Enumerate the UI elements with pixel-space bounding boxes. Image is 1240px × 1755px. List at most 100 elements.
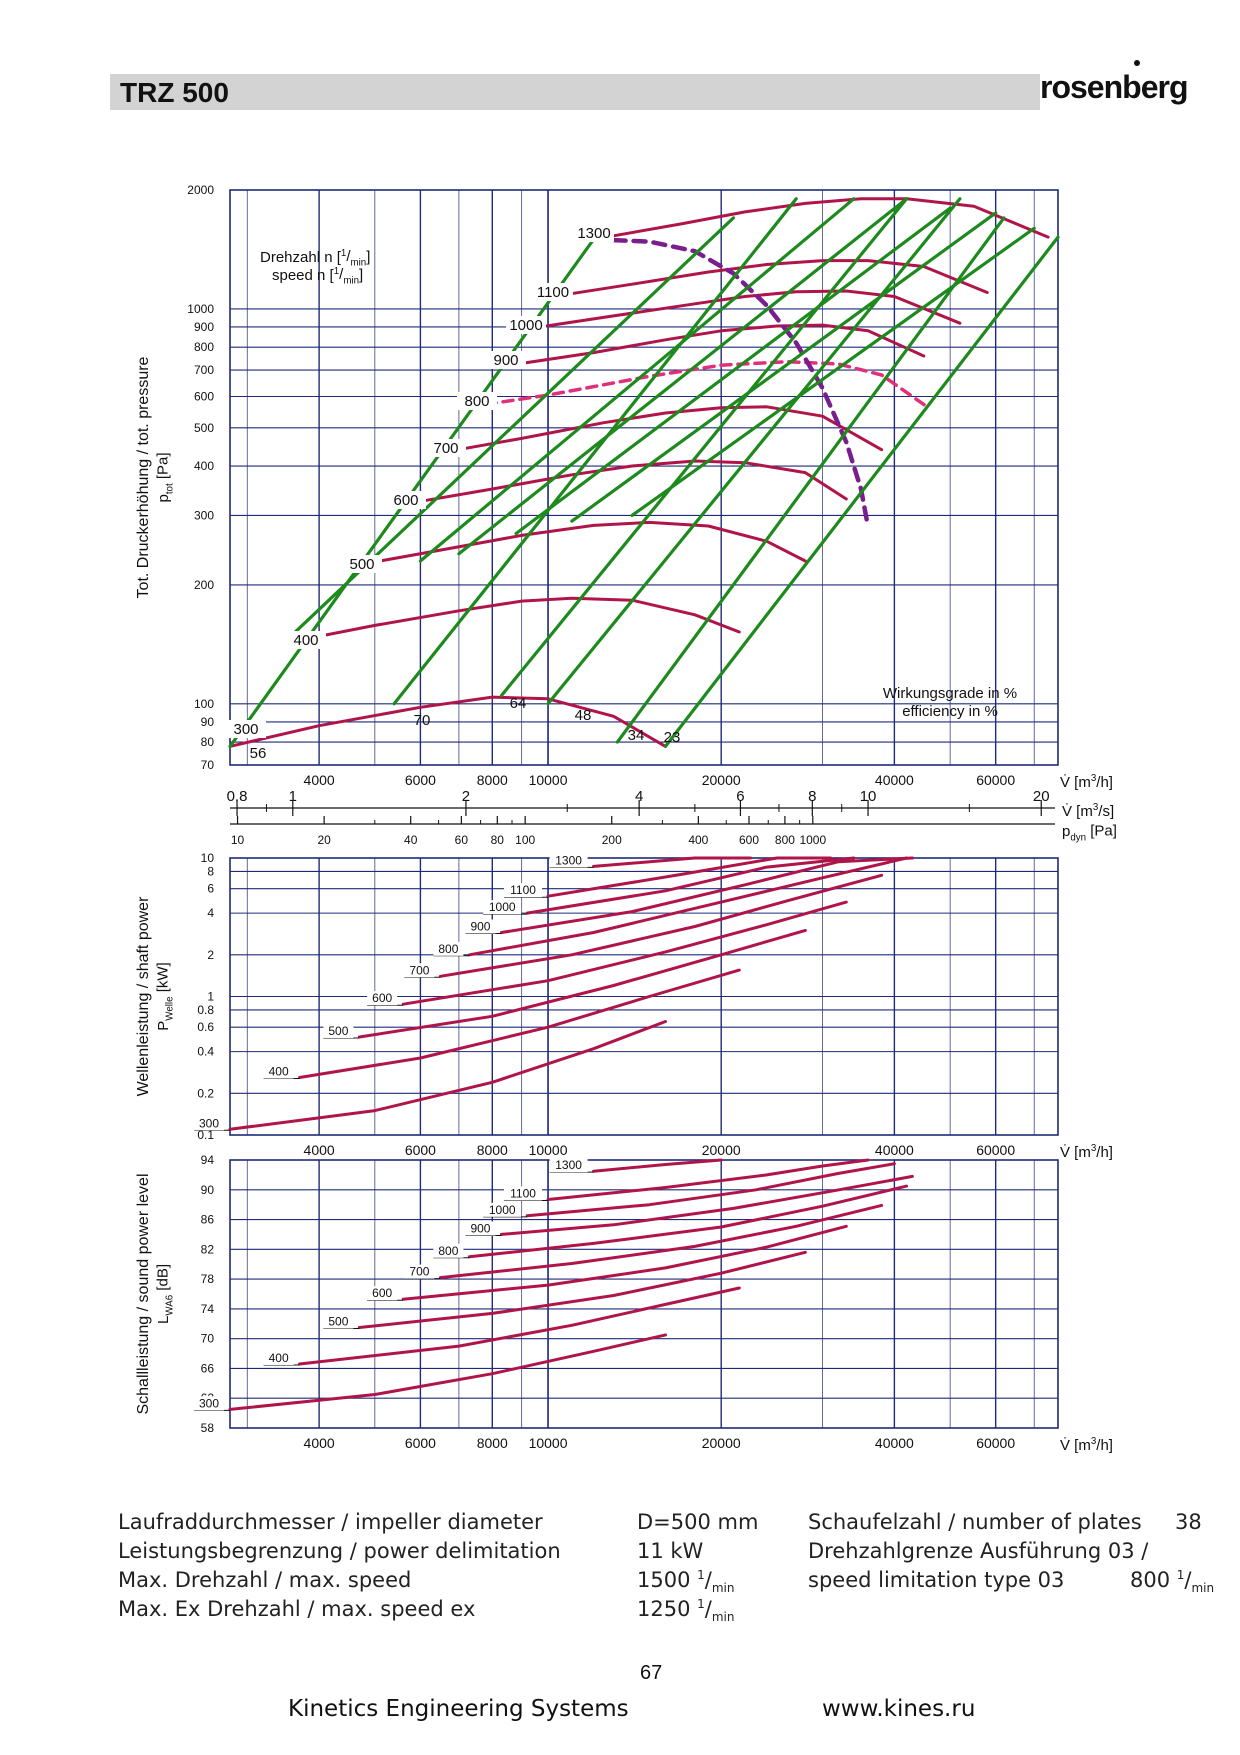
sound-curve-800 xyxy=(467,1184,909,1259)
m3s-tick-label: 10 xyxy=(860,788,877,805)
speed-legend-line-2: speed n [1/min] xyxy=(272,266,363,287)
y-tick-label: 80 xyxy=(201,735,215,749)
spec-label-speed-limit-2: speed limitation type 03 xyxy=(808,1568,1065,1592)
m3s-axis-label: V̇ [m3/s] xyxy=(1062,802,1114,820)
y-axis-title: Tot. Druckerhöhung / tot. pressure xyxy=(135,356,152,598)
y-tick-label: 200 xyxy=(194,578,214,592)
speed-limit-curve xyxy=(591,237,871,530)
m3s-tick-label: 20 xyxy=(1033,788,1050,805)
sound-label-bg xyxy=(483,1202,522,1217)
sound-label-bg xyxy=(404,1264,435,1279)
sound-curve-300 xyxy=(228,1333,667,1411)
power-label-600: 600 xyxy=(372,991,392,1005)
efficiency-line xyxy=(630,226,1036,517)
y-tick-label: 78 xyxy=(201,1272,215,1286)
y-tick-label: 4 xyxy=(207,906,214,920)
plot-frame xyxy=(229,1159,1059,1429)
spec-label-plates: Schaufelzahl / number of plates xyxy=(808,1510,1142,1534)
sound-label-300: 300 xyxy=(199,1396,219,1410)
x-tick-label: 10000 xyxy=(529,1435,568,1451)
power-curve-800 xyxy=(467,856,909,957)
panel-sound: 5862667074788286909440006000800010000200… xyxy=(135,1153,1113,1454)
y-tick-label: 2000 xyxy=(187,183,214,197)
x-tick-label: 8000 xyxy=(477,1435,508,1451)
sound-label-700: 700 xyxy=(409,1265,429,1279)
x-tick-label: 10000 xyxy=(529,772,568,788)
y-tick-label: 700 xyxy=(194,363,214,377)
power-label-bg xyxy=(194,1116,224,1131)
spec-value-diameter: D=500 mm xyxy=(637,1510,759,1534)
pdyn-tick-label: 600 xyxy=(739,833,759,847)
page-number: 67 xyxy=(640,1662,663,1684)
spec-label-max-speed: Max. Drehzahl / max. speed xyxy=(118,1568,412,1592)
spec-value-max-speed-ex: 1250 1/min xyxy=(637,1597,735,1625)
efficiency-label-70: 70 xyxy=(414,712,431,729)
efficiency-line xyxy=(418,197,856,563)
y-tick-label: 2 xyxy=(207,948,214,962)
y-tick-label: 8 xyxy=(207,864,214,878)
speed-label-bg xyxy=(533,283,573,301)
sound-curve-1100 xyxy=(546,1158,870,1201)
y-tick-label: 400 xyxy=(194,459,214,473)
power-label-900: 900 xyxy=(470,919,490,933)
speed-label-1000: 1000 xyxy=(509,317,542,334)
efficiency-label-34: 34 xyxy=(628,727,645,744)
sound-label-1000: 1000 xyxy=(489,1203,516,1217)
y-tick-label: 0.4 xyxy=(197,1045,214,1059)
power-label-400: 400 xyxy=(269,1065,289,1079)
y-tick-label: 66 xyxy=(201,1361,215,1375)
power-curve-1100 xyxy=(546,856,833,898)
pdyn-tick-label: 80 xyxy=(491,833,505,847)
efficiency-line xyxy=(570,211,998,523)
power-curve-500 xyxy=(357,928,807,1039)
spec-value-plates: 38 xyxy=(1175,1510,1202,1534)
x-tick-label: 20000 xyxy=(702,772,741,788)
speed-label-1300: 1300 xyxy=(577,225,610,242)
x-tick-label: 6000 xyxy=(405,1435,436,1451)
power-label-1300: 1300 xyxy=(555,853,582,867)
sound-label-900: 900 xyxy=(470,1221,490,1235)
y-tick-label: 6 xyxy=(207,882,214,896)
sound-curve-1000 xyxy=(525,1162,896,1218)
sound-curve-700 xyxy=(438,1203,884,1280)
sound-label-1300: 1300 xyxy=(555,1158,582,1172)
x-tick-label: 8000 xyxy=(477,1142,508,1158)
pressure-curve-300 xyxy=(228,695,667,748)
pdyn-tick-label: 100 xyxy=(515,833,535,847)
pressure-curve-800 xyxy=(467,359,932,411)
spec-label-power: Leistungsbegrenzung / power delimitation xyxy=(118,1539,561,1563)
x-tick-label: 40000 xyxy=(875,1435,914,1451)
efficiency-label-48: 48 xyxy=(575,707,592,724)
power-label-700: 700 xyxy=(409,963,429,977)
logo-text: rosenberg xyxy=(1040,69,1187,105)
y-tick-label: 74 xyxy=(201,1302,215,1316)
spec-label-max-speed-ex: Max. Ex Drehzahl / max. speed ex xyxy=(118,1597,476,1621)
y-tick-label: 300 xyxy=(194,508,214,522)
power-label-bg xyxy=(404,963,435,978)
power-label-bg xyxy=(367,991,398,1006)
y-axis-unit: ptot [Pa] xyxy=(155,452,176,502)
y-tick-label: 86 xyxy=(201,1213,215,1227)
m3s-tick-label: 8 xyxy=(808,788,816,805)
panel-pressure: 70 80 90 100 200 300 400 500 600 700 800 900 1000 200… xyxy=(135,183,1113,791)
flow-axis-label: V̇ [m3/h] xyxy=(1060,1143,1113,1161)
m3s-tick-label: 4 xyxy=(635,788,643,805)
x-tick-label: 20000 xyxy=(702,1435,741,1451)
x-tick-label: 6000 xyxy=(405,1142,436,1158)
speed-label-500: 500 xyxy=(349,556,374,573)
y-axis-title: Wellenleistung / shaft power xyxy=(135,896,152,1096)
speed-label-400: 400 xyxy=(293,632,318,649)
y-tick-label: 900 xyxy=(194,320,214,334)
sound-label-600: 600 xyxy=(372,1286,392,1300)
pressure-curve-400 xyxy=(298,596,741,642)
pdyn-tick-label: 200 xyxy=(602,833,622,847)
y-tick-label: 58 xyxy=(201,1421,215,1435)
speed-label-bg xyxy=(286,631,326,649)
panel-power: 0.1 0.2 0.4 0.6 0.81 2 4 6 810 4000 6000 8000 10000 2… xyxy=(135,851,1113,1161)
y-tick-label: 94 xyxy=(201,1153,215,1167)
x-tick-label: 60000 xyxy=(976,1142,1015,1158)
y-tick-label: 800 xyxy=(194,340,214,354)
y-axis-unit: LWA6 [dB] xyxy=(155,1264,176,1324)
m3s-tick-label: 0.8 xyxy=(227,788,248,805)
title-bar: TRZ 500 xyxy=(110,74,1040,110)
